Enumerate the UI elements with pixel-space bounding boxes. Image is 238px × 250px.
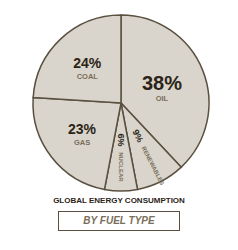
html-text:GLOBAL ENERGY CONSUMPTION: GLOBAL ENERGY CONSUMPTION — [53, 196, 185, 205]
svg-text:RENEWABLES: RENEWABLES — [141, 146, 166, 186]
svg-text:23%: 23% — [68, 121, 97, 137]
svg-text:24%: 24% — [73, 55, 102, 71]
svg-text:OIL: OIL — [156, 94, 169, 103]
svg-text:38%: 38% — [142, 72, 182, 94]
svg-text:NUCLEAR: NUCLEAR — [118, 152, 124, 182]
svg-text:COAL: COAL — [77, 72, 99, 81]
html-text:BY FUEL TYPE: BY FUEL TYPE — [83, 215, 155, 226]
svg-text:9%: 9% — [130, 128, 145, 144]
svg-text:GAS: GAS — [74, 138, 90, 147]
svg-text:6%: 6% — [116, 133, 126, 146]
